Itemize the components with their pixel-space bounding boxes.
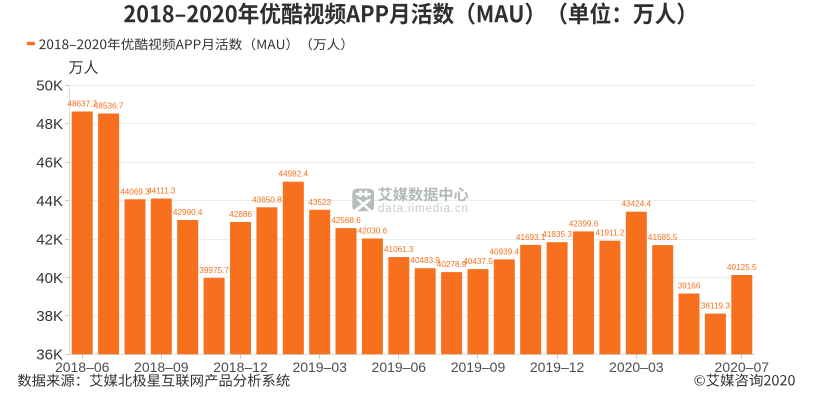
- svg-text:48637.7: 48637.7: [67, 100, 97, 109]
- svg-text:2018–12: 2018–12: [213, 359, 268, 375]
- svg-text:2019–12: 2019–12: [530, 359, 585, 375]
- svg-text:2019–03: 2019–03: [292, 359, 347, 375]
- svg-text:2018–09: 2018–09: [134, 359, 189, 375]
- svg-text:39166: 39166: [678, 282, 701, 291]
- svg-text:39975.7: 39975.7: [199, 266, 229, 275]
- svg-text:50K: 50K: [36, 78, 63, 95]
- svg-text:42568.6: 42568.6: [331, 216, 361, 225]
- svg-text:44069.3: 44069.3: [120, 187, 150, 196]
- svg-text:42990.4: 42990.4: [173, 208, 203, 217]
- svg-text:36K: 36K: [36, 347, 63, 364]
- svg-text:41835.3: 41835.3: [542, 230, 572, 239]
- svg-text:44111.3: 44111.3: [147, 187, 176, 196]
- svg-text:2020–03: 2020–03: [609, 359, 664, 375]
- svg-text:2019–06: 2019–06: [372, 359, 427, 375]
- svg-text:42K: 42K: [36, 231, 63, 248]
- svg-text:2018–06: 2018–06: [55, 359, 110, 375]
- svg-text:43650.8: 43650.8: [252, 195, 282, 204]
- svg-text:42399.6: 42399.6: [569, 219, 599, 228]
- svg-text:40125.5: 40125.5: [727, 263, 757, 272]
- svg-text:40278.9: 40278.9: [437, 260, 467, 269]
- svg-text:43424.4: 43424.4: [621, 200, 651, 209]
- svg-text:38K: 38K: [36, 308, 63, 325]
- svg-text:38119.3: 38119.3: [701, 302, 730, 311]
- svg-text:46K: 46K: [36, 155, 63, 172]
- svg-text:2019–09: 2019–09: [451, 359, 506, 375]
- svg-text:data.iimedia.cn: data.iimedia.cn: [378, 203, 469, 215]
- svg-text:48K: 48K: [36, 116, 63, 133]
- svg-text:41693.1: 41693.1: [516, 233, 546, 242]
- svg-text:40K: 40K: [36, 270, 63, 287]
- svg-text:41685.5: 41685.5: [648, 233, 678, 242]
- svg-text:41911.2: 41911.2: [595, 229, 624, 238]
- svg-text:40939.4: 40939.4: [489, 247, 519, 256]
- svg-text:44982.4: 44982.4: [278, 170, 308, 179]
- svg-text:44K: 44K: [36, 193, 63, 210]
- svg-text:48536.7: 48536.7: [94, 102, 124, 111]
- svg-text:40437.5: 40437.5: [463, 257, 493, 266]
- svg-text:42030.6: 42030.6: [358, 227, 388, 236]
- svg-text:2020–07: 2020–07: [715, 359, 770, 375]
- svg-text:40483.9: 40483.9: [410, 256, 440, 265]
- svg-text:43523: 43523: [308, 198, 331, 207]
- svg-text:42886: 42886: [229, 210, 252, 219]
- svg-text:41061.3: 41061.3: [384, 245, 414, 254]
